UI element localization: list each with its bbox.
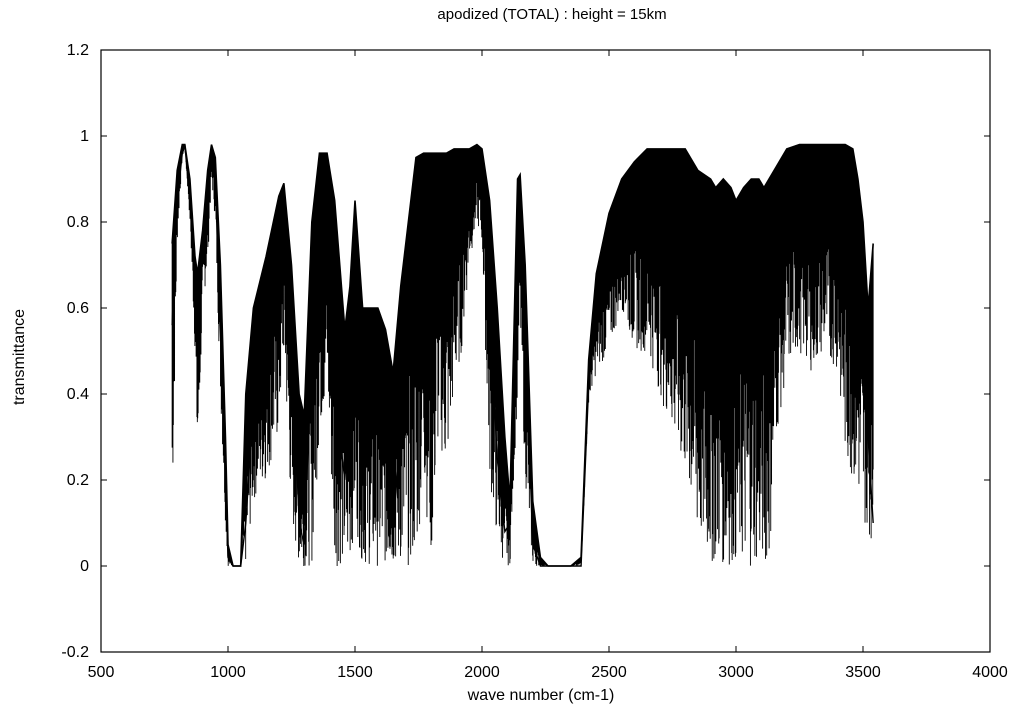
y-tick-label: 0.8 [67,214,89,231]
plot-frame [100,49,991,653]
y-tick-label: 0.4 [67,386,89,403]
y-tick-label: 0 [80,558,89,575]
series-line [171,144,874,567]
y-tick-label: 0.6 [67,300,89,317]
y-tick-label: 0.2 [67,472,89,489]
x-tick-label: 1500 [337,664,373,681]
y-tick-label: 1 [80,128,89,145]
y-ticks: -0.2 0 0.2 0.4 0.6 0.8 1 1.2 [61,42,990,661]
y-tick-label: 1.2 [67,42,89,59]
y-tick-label: -0.2 [61,644,89,661]
x-tick-label: 500 [88,664,115,681]
x-tick-label: 2500 [591,664,627,681]
series-upper-envelope [171,143,874,567]
x-tick-label: 2000 [464,664,500,681]
x-tick-label: 3500 [845,664,881,681]
x-tick-label: 4000 [972,664,1008,681]
data-layer [171,143,874,567]
x-tick-label: 1000 [210,664,246,681]
x-axis-label: wave number (cm-1) [467,687,615,704]
chart-title: apodized (TOTAL) : height = 15km [437,6,666,23]
y-axis-label: transmittance [11,309,28,405]
x-ticks: 500 1000 1500 2000 2500 3000 3500 4000 [88,50,1008,681]
x-tick-label: 3000 [718,664,754,681]
